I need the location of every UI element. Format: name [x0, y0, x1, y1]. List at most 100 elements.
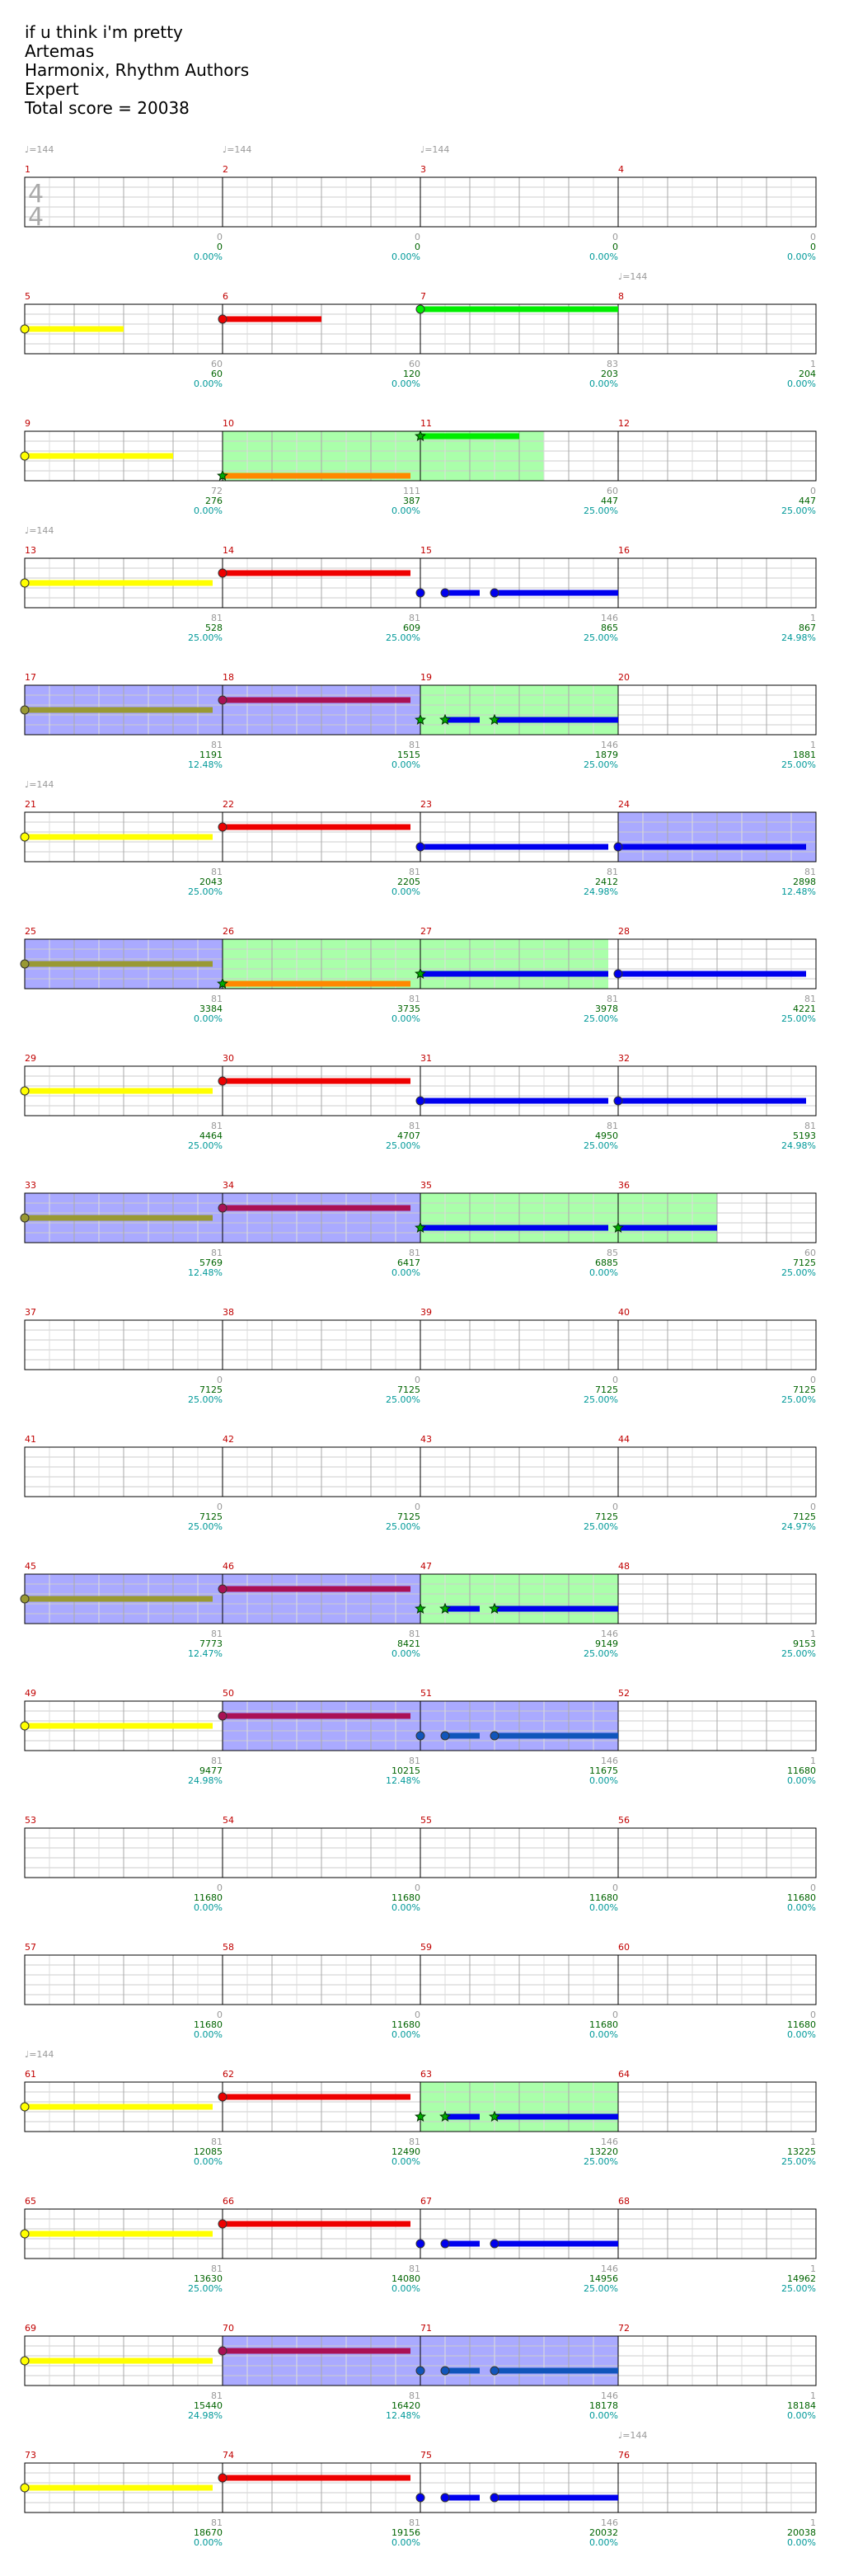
tempo-marker: ♩=144: [25, 779, 54, 790]
accuracy-percent: 12.48%: [386, 2410, 420, 2421]
measure-number: 35: [420, 1180, 432, 1191]
measure-number: 4: [618, 164, 624, 175]
accuracy-percent: 0.00%: [589, 1267, 618, 1278]
measure-points: 81: [211, 994, 223, 1004]
measure-points: 81: [804, 994, 816, 1004]
accuracy-percent: 25.00%: [584, 1140, 618, 1151]
staff-border: [24, 1319, 817, 1370]
cumulative-score: 14962: [787, 2273, 816, 2284]
accuracy-percent: 0.00%: [194, 505, 223, 516]
measure-points: 146: [601, 613, 618, 623]
note-red: [218, 2219, 227, 2229]
measure-points: 0: [612, 232, 618, 242]
cumulative-score: 387: [403, 496, 420, 506]
accuracy-percent: 25.00%: [386, 1521, 420, 1532]
measure-number: 61: [25, 2069, 36, 2080]
note-yellow: [20, 832, 30, 842]
measure-points: 0: [810, 232, 816, 242]
measure-points: 0: [612, 2010, 618, 2020]
note-blue: [415, 2493, 425, 2503]
note-red: [218, 1076, 227, 1086]
cumulative-score: 1879: [595, 750, 618, 760]
accuracy-percent: 0.00%: [589, 2537, 618, 2548]
note-blue: [490, 588, 499, 598]
measure-number: 58: [223, 1942, 234, 1953]
note-blue: [415, 588, 425, 598]
time-signature-top: 4: [28, 180, 44, 209]
note-blue: [415, 2239, 425, 2249]
accuracy-percent: 25.00%: [188, 2283, 223, 2294]
accuracy-percent: 25.00%: [584, 2283, 618, 2294]
note-blue: [613, 969, 623, 979]
measure-points: 81: [211, 1121, 223, 1131]
measure-points: 81: [211, 613, 223, 623]
measure-number: 67: [420, 2196, 432, 2207]
cumulative-score: 7125: [595, 1511, 618, 1522]
measure-points: 1: [810, 2136, 816, 2147]
cumulative-score: 18178: [589, 2400, 618, 2411]
measure-number: 3: [420, 164, 426, 175]
measure-number: 23: [420, 799, 432, 810]
measure-points: 0: [810, 2010, 816, 2020]
accuracy-percent: 24.98%: [188, 2410, 223, 2421]
cumulative-score: 5193: [793, 1131, 816, 1141]
note-yellow: [20, 705, 30, 715]
cumulative-score: 11680: [589, 1892, 618, 1903]
note-red: [218, 568, 227, 578]
note-yellow: [20, 2102, 30, 2112]
measure-number: 70: [223, 2323, 234, 2334]
measure-number: 1: [25, 164, 30, 175]
accuracy-percent: 0.00%: [194, 2156, 223, 2167]
accuracy-percent: 0.00%: [787, 2410, 816, 2421]
cumulative-score: 2412: [595, 877, 618, 887]
song-header: if u think i'm pretty Artemas Harmonix, …: [25, 23, 249, 118]
measure-points: 60: [607, 486, 618, 496]
measure-points: 0: [415, 1375, 420, 1385]
measure-number: 30: [223, 1053, 234, 1064]
measure-number: 50: [223, 1688, 234, 1699]
note-red: [218, 695, 227, 705]
measure-points: 0: [612, 1502, 618, 1512]
cumulative-score: 7773: [199, 1638, 223, 1649]
measure-points: 0: [810, 1883, 816, 1893]
cumulative-score: 14080: [392, 2273, 420, 2284]
measure-number: 17: [25, 672, 36, 683]
note-red: [218, 2346, 227, 2356]
measure-points: 81: [409, 1121, 420, 1131]
measure-number: 27: [420, 926, 432, 937]
overdrive-section: [223, 431, 544, 481]
note-yellow: [20, 1213, 30, 1223]
measure-number: 5: [25, 291, 30, 302]
measure-number: 46: [223, 1561, 234, 1572]
measure-number: 75: [420, 2450, 432, 2461]
measure-number: 51: [420, 1688, 432, 1699]
measure-points: 146: [601, 2136, 618, 2147]
cumulative-score: 7125: [793, 1384, 816, 1395]
accuracy-percent: 25.00%: [781, 505, 816, 516]
note-blue: [490, 1731, 499, 1741]
measure-points: 60: [804, 1248, 816, 1258]
accuracy-percent: 25.00%: [584, 1394, 618, 1405]
accuracy-percent: 24.97%: [781, 1521, 816, 1532]
measure-number: 18: [223, 672, 234, 683]
staff-border: [24, 176, 817, 228]
measure-points: 146: [601, 1756, 618, 1766]
accuracy-percent: 25.00%: [584, 1648, 618, 1659]
measure-number: 12: [618, 418, 630, 429]
measure-number: 74: [223, 2450, 234, 2461]
accuracy-percent: 25.00%: [584, 1521, 618, 1532]
measure-number: 9: [25, 418, 30, 429]
measure-number: 16: [618, 545, 630, 556]
measure-number: 72: [618, 2323, 630, 2334]
measure-number: 28: [618, 926, 630, 937]
note-yellow: [20, 2483, 30, 2493]
measure-points: 60: [211, 359, 223, 369]
accuracy-percent: 12.48%: [188, 759, 223, 770]
star-note: [217, 469, 228, 481]
measure-points: 81: [211, 1248, 223, 1258]
cumulative-score: 0: [810, 242, 816, 252]
cumulative-score: 867: [799, 623, 816, 633]
accuracy-percent: 12.47%: [188, 1648, 223, 1659]
measure-points: 0: [810, 1375, 816, 1385]
